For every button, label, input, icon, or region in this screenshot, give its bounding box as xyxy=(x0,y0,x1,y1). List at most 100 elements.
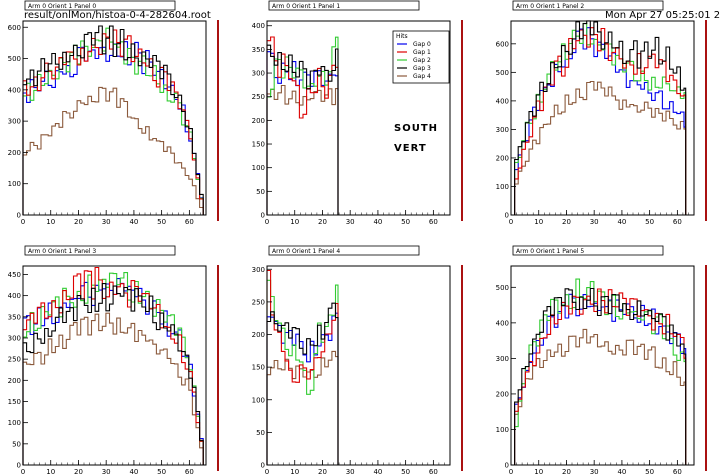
y-tick-label: 50 xyxy=(256,188,265,196)
series-gap-1-line xyxy=(266,269,339,465)
series-gap-3-line xyxy=(22,283,204,465)
series-gap-4-line xyxy=(22,86,204,215)
y-tick-label: 200 xyxy=(8,377,21,385)
x-tick-label: 10 xyxy=(534,218,543,226)
y-tick-label: 100 xyxy=(496,183,509,191)
x-tick-label: 50 xyxy=(157,468,166,474)
x-tick-label: 60 xyxy=(429,218,438,226)
x-tick-label: 60 xyxy=(429,468,438,474)
series-gap-1-line xyxy=(22,266,204,465)
y-tick-label: 200 xyxy=(8,149,21,157)
y-tick-label: 150 xyxy=(252,364,265,372)
y-tick-label: 150 xyxy=(8,398,21,406)
x-tick-label: 20 xyxy=(74,218,83,226)
y-tick-label: 500 xyxy=(8,55,21,63)
y-tick-label: 100 xyxy=(252,164,265,172)
x-tick-label: 60 xyxy=(673,218,682,226)
y-tick-label: 300 xyxy=(496,355,509,363)
y-tick-label: 300 xyxy=(8,118,21,126)
x-tick-label: 0 xyxy=(265,468,269,474)
legend-title: Hits xyxy=(396,33,408,40)
y-tick-label: 0 xyxy=(505,212,509,220)
x-tick-label: 30 xyxy=(590,468,599,474)
panel-title-box xyxy=(24,245,176,256)
y-tick-label: 0 xyxy=(261,462,265,470)
y-tick-label: 0 xyxy=(17,212,21,220)
y-tick-label: 0 xyxy=(261,212,265,220)
x-tick-label: 20 xyxy=(318,218,327,226)
panel-frame xyxy=(510,20,695,216)
legend-box xyxy=(392,30,450,84)
panel-title-box xyxy=(512,245,664,256)
y-tick-label: 400 xyxy=(8,86,21,94)
y-tick-label: 200 xyxy=(252,117,265,125)
y-tick-label: 50 xyxy=(12,440,21,448)
x-tick-label: 50 xyxy=(401,218,410,226)
y-tick-label: 50 xyxy=(256,429,265,437)
x-tick-label: 30 xyxy=(102,218,111,226)
legend-entry: Gap 1 xyxy=(413,49,431,56)
y-tick-label: 400 xyxy=(496,319,509,327)
x-tick-label: 0 xyxy=(21,218,25,226)
x-tick-label: 10 xyxy=(290,218,299,226)
y-tick-label: 100 xyxy=(8,419,21,427)
panel-frame xyxy=(266,20,451,216)
y-tick-label: 500 xyxy=(496,284,509,292)
y-tick-label: 150 xyxy=(252,141,265,149)
x-tick-label: 0 xyxy=(509,468,513,474)
overlay-south-label: SOUTH xyxy=(394,123,439,134)
series-gap-4-line xyxy=(511,328,687,466)
x-tick-label: 10 xyxy=(46,218,55,226)
y-tick-label: 400 xyxy=(8,292,21,300)
y-tick-label: 300 xyxy=(8,334,21,342)
y-tick-label: 400 xyxy=(496,97,509,105)
x-tick-label: 0 xyxy=(21,468,25,474)
panel-title-box xyxy=(268,0,420,11)
panel-title: Arm 0 Orient 1 Panel 1 xyxy=(272,3,340,10)
y-tick-label: 100 xyxy=(496,426,509,434)
panel-title: Arm 0 Orient 1 Panel 5 xyxy=(516,248,584,255)
series-gap-3-line xyxy=(511,20,687,216)
x-tick-label: 50 xyxy=(157,218,166,226)
series-gap-3-line xyxy=(266,44,339,215)
panel-frame xyxy=(266,265,451,466)
x-tick-label: 10 xyxy=(534,468,543,474)
overlay-vert-label: VERT xyxy=(394,143,427,154)
panel-title: Arm 0 Orient 1 Panel 2 xyxy=(516,3,584,10)
x-tick-label: 20 xyxy=(74,468,83,474)
x-tick-label: 60 xyxy=(673,468,682,474)
x-tick-label: 40 xyxy=(373,468,382,474)
y-tick-label: 100 xyxy=(8,180,21,188)
x-tick-label: 50 xyxy=(645,468,654,474)
x-tick-label: 0 xyxy=(265,218,269,226)
y-tick-label: 300 xyxy=(252,266,265,274)
x-tick-label: 40 xyxy=(129,218,138,226)
panel-title: Arm 0 Orient 1 Panel 4 xyxy=(272,248,340,255)
series-gap-2-line xyxy=(511,22,687,216)
y-tick-label: 600 xyxy=(496,40,509,48)
panel-title-box xyxy=(24,0,176,11)
x-tick-label: 20 xyxy=(562,468,571,474)
panel-title: Arm 0 Orient 1 Panel 0 xyxy=(28,3,96,10)
x-tick-label: 60 xyxy=(185,218,194,226)
file-path-label: result/onlMon/histoa-0-4-282604.root xyxy=(24,10,211,21)
y-tick-label: 350 xyxy=(252,46,265,54)
timestamp-label: Mon Apr 27 05:25:01 2009 xyxy=(605,10,720,21)
series-gap-3-line xyxy=(266,302,339,465)
y-tick-label: 200 xyxy=(252,331,265,339)
y-tick-label: 250 xyxy=(252,298,265,306)
series-gap-0-line xyxy=(511,293,687,466)
x-tick-label: 30 xyxy=(590,218,599,226)
x-tick-label: 50 xyxy=(401,468,410,474)
y-tick-label: 0 xyxy=(17,462,21,470)
panel-frame xyxy=(22,265,207,466)
series-gap-2-line xyxy=(511,278,687,466)
x-tick-label: 20 xyxy=(562,218,571,226)
x-tick-label: 10 xyxy=(46,468,55,474)
y-tick-label: 200 xyxy=(496,154,509,162)
